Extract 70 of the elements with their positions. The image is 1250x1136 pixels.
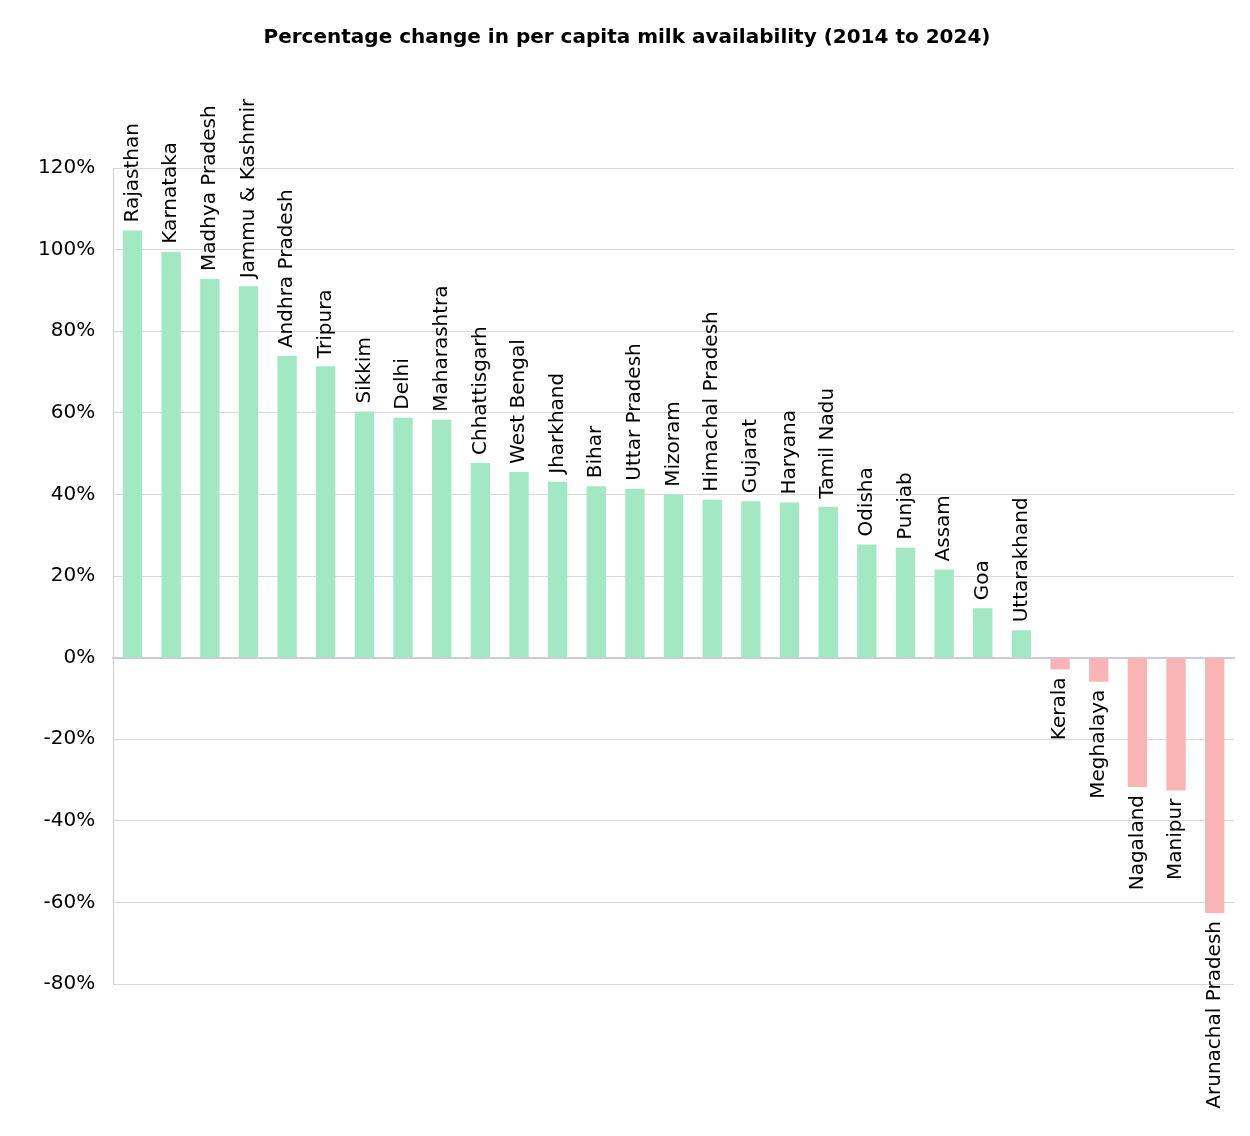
bar (547, 481, 568, 658)
y-tick-label: -40% (43, 807, 96, 831)
x-tick-label: Punjab (891, 472, 916, 540)
x-tick-label: Tripura (311, 289, 336, 360)
x-tick-label: Uttar Pradesh (621, 343, 646, 481)
bar (161, 251, 181, 658)
bar (122, 230, 143, 658)
x-tick-label: Assam (930, 495, 955, 562)
y-tick-label: -60% (43, 888, 96, 913)
bar (432, 419, 452, 658)
bar (238, 286, 259, 658)
y-tick-label: -80% (43, 970, 96, 995)
x-tick-label: Uttarakhand (1007, 497, 1032, 623)
bar (1127, 658, 1148, 787)
y-tick-label: 100% (37, 235, 96, 260)
x-tick-label: Himachal Pradesh (698, 311, 723, 492)
y-tick-label: 20% (50, 562, 96, 587)
bar (625, 488, 645, 658)
bar (1011, 630, 1032, 658)
x-tick-label: West Bengal (505, 339, 530, 464)
x-tick-label: Goa (968, 560, 993, 601)
x-tick-label: Kerala (1046, 677, 1071, 741)
bar (470, 462, 491, 658)
x-tick-label: Andhra Pradesh (273, 189, 298, 349)
x-tick-label: Gujarat (737, 418, 762, 494)
bar (277, 356, 297, 658)
x-tick-label: Sikkim (350, 337, 375, 404)
x-tick-label: Manipur (1162, 797, 1187, 880)
bar (393, 417, 413, 658)
y-tick-label: 40% (50, 480, 96, 505)
x-tick-label: Rajasthan (118, 123, 143, 223)
y-tick-label: 60% (50, 399, 96, 423)
bar (316, 366, 336, 658)
y-tick-label: 0% (63, 643, 96, 668)
bar (779, 502, 800, 658)
x-tick-label: Chhattisgarh (466, 326, 491, 455)
bar (509, 471, 529, 658)
bar (1050, 658, 1070, 670)
bar (663, 494, 684, 658)
x-tick-label: Madhya Pradesh (196, 105, 220, 271)
bar (973, 608, 993, 658)
bar (354, 411, 375, 658)
x-tick-label: Jharkhand (543, 372, 568, 476)
x-tick-label: Odisha (853, 467, 878, 537)
bar (200, 278, 220, 658)
x-tick-label: Maharashtra (427, 285, 452, 412)
bar (1205, 658, 1225, 914)
y-tick-label: 80% (50, 317, 96, 342)
bar (1166, 658, 1186, 791)
bar (895, 547, 916, 658)
bar (702, 499, 722, 658)
bar (934, 569, 954, 658)
y-tick-label: -20% (43, 725, 96, 750)
x-tick-label: Haryana (775, 410, 800, 495)
x-tick-label: Bihar (582, 425, 607, 479)
x-tick-label: Karnataka (157, 142, 182, 244)
bar (1089, 658, 1109, 682)
x-tick-label: Tamil Nadu (814, 387, 839, 500)
chart-title: Percentage change in per capita milk availability (2014 to 2024) (263, 24, 991, 49)
x-tick-label: Arunachal Pradesh (1200, 921, 1225, 1109)
bar (741, 501, 761, 658)
x-tick-label: Nagaland (1123, 794, 1148, 891)
x-tick-label: Jammu & Kashmir (234, 98, 259, 281)
x-tick-label: Meghalaya (1084, 689, 1109, 799)
x-tick-label: Mizoram (659, 401, 684, 487)
bar (857, 544, 877, 658)
y-tick-label: 120% (37, 154, 96, 179)
x-tick-label: Delhi (389, 358, 414, 410)
bar (586, 486, 606, 658)
bar (818, 506, 838, 658)
